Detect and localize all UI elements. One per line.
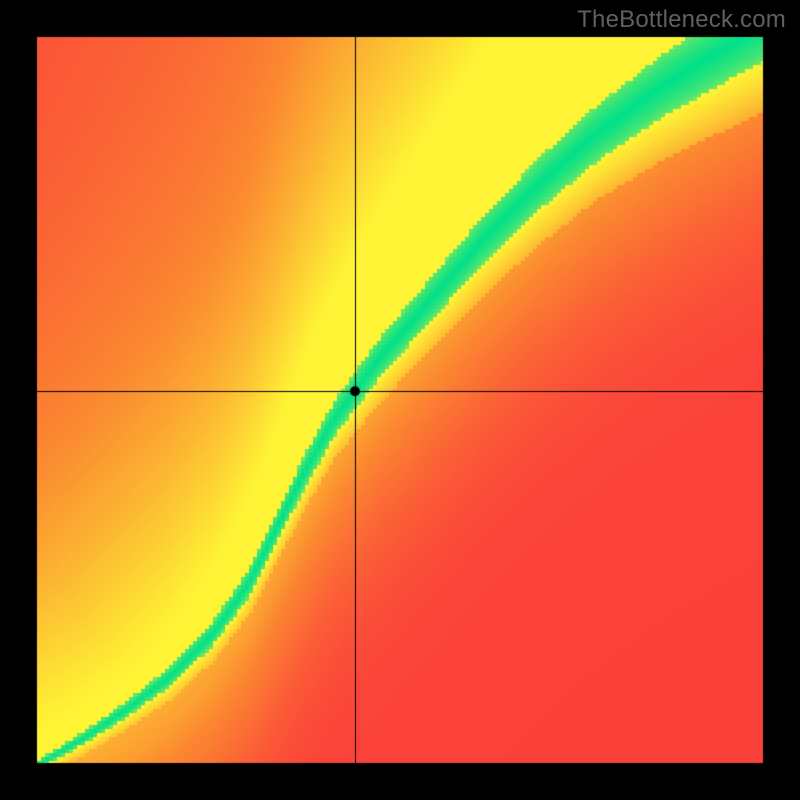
chart-container: TheBottleneck.com <box>0 0 800 800</box>
watermark-label: TheBottleneck.com <box>577 6 786 34</box>
heatmap-canvas <box>0 0 800 800</box>
